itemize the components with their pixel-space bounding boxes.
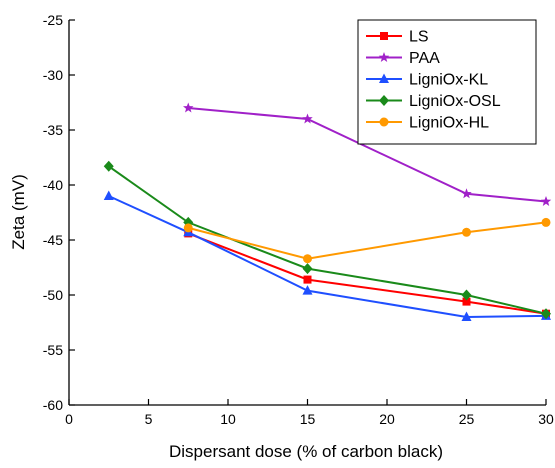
legend: LS PAA LigniOx-KL LigniOx-OSL LigniOx-HL: [357, 19, 537, 145]
series-line-ligniox-osl: [108, 165, 547, 315]
legend-marker-paa: [378, 52, 390, 62]
y-tick-label: -30: [43, 67, 63, 83]
x-tick-label: 25: [459, 411, 475, 427]
y-tick-label: -60: [43, 397, 63, 413]
data-point-ligniox-hl: [183, 223, 193, 233]
series-line-ligniox-hl: [187, 221, 547, 260]
series-line-ls: [187, 232, 547, 315]
x-tick-label: 15: [300, 411, 316, 427]
legend-label-ligniox-kl: LigniOx-KL: [409, 72, 488, 89]
x-tick-label: 30: [538, 411, 554, 427]
data-point-ligniox-osl: [103, 160, 114, 172]
y-tick-label: -25: [43, 12, 63, 28]
series-ligniox-hl: [183, 217, 551, 264]
y-tick-label: -45: [43, 232, 63, 248]
x-tick-label: 20: [379, 411, 395, 427]
data-point-ls: [303, 275, 312, 284]
legend-marker-ligniox-hl: [379, 117, 389, 127]
data-point-ligniox-osl: [302, 263, 313, 275]
data-point-ligniox-osl: [461, 289, 472, 301]
series-ligniox-osl: [103, 160, 551, 320]
data-point-ligniox-hl: [462, 227, 471, 237]
y-tick-label: -50: [43, 287, 63, 303]
legend-marker-ls: [380, 32, 388, 40]
data-point-paa: [540, 196, 552, 206]
x-axis-label: Dispersant dose (% of carbon black): [169, 442, 443, 461]
series-layer: [103, 102, 552, 321]
x-tick-label: 10: [220, 411, 236, 427]
axes: -60 -55 -50 -45 -40 -35 -30 -25 0 5 10 15 20 25 30: [43, 12, 554, 427]
y-tick-label: -40: [43, 177, 63, 193]
legend-label-ligniox-hl: LigniOx-HL: [409, 115, 489, 132]
data-point-paa: [183, 102, 194, 113]
legend-label-ls: LS: [409, 29, 429, 46]
legend-label-ligniox-osl: LigniOx-OSL: [409, 93, 501, 110]
x-tick-label: 5: [145, 411, 153, 427]
series-paa: [183, 102, 552, 206]
data-point-ls: [462, 297, 471, 306]
legend-marker-ligniox-osl: [379, 95, 389, 106]
legend-marker-ligniox-kl: [379, 73, 389, 83]
y-axis-label: Zeta (mV): [9, 174, 28, 250]
series-line-paa: [188, 107, 547, 203]
y-tick-label: -55: [43, 342, 63, 358]
x-tick-label: 0: [65, 411, 73, 427]
legend-label-paa: PAA: [409, 50, 440, 67]
data-point-ligniox-kl: [103, 190, 114, 200]
data-point-ligniox-osl: [541, 308, 551, 320]
data-point-ligniox-kl: [461, 311, 472, 321]
data-point-paa: [302, 113, 313, 124]
y-tick-label: -35: [43, 122, 63, 138]
series-ligniox-kl: [103, 190, 551, 321]
data-point-ligniox-kl: [302, 285, 313, 295]
data-point-ligniox-hl: [541, 217, 551, 227]
data-point-ligniox-hl: [303, 254, 312, 264]
data-point-paa: [461, 188, 472, 199]
